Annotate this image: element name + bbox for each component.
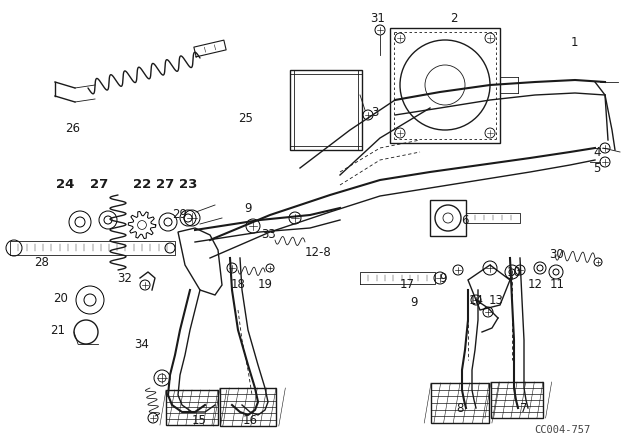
Bar [220, 388, 276, 426]
Bar [430, 200, 466, 236]
Text: 34: 34 [134, 339, 149, 352]
Text: 10: 10 [507, 266, 522, 279]
Text: 29: 29 [173, 208, 188, 221]
Text: 32: 32 [118, 271, 132, 284]
Text: 14: 14 [468, 293, 483, 306]
Bar [390, 28, 500, 143]
Text: 15: 15 [191, 414, 207, 426]
Text: 22: 22 [133, 178, 151, 191]
Text: 1: 1 [570, 35, 578, 48]
Text: 9: 9 [410, 296, 418, 309]
Text: 2: 2 [451, 12, 458, 25]
Text: 7: 7 [520, 401, 528, 414]
Text: 28: 28 [35, 255, 49, 268]
Text: 16: 16 [243, 414, 257, 426]
Bar [166, 390, 218, 425]
Text: 23: 23 [179, 178, 197, 191]
Text: 26: 26 [65, 121, 81, 134]
Text: 12: 12 [527, 279, 543, 292]
Text: 19: 19 [257, 279, 273, 292]
Text: 5: 5 [593, 161, 601, 175]
Text: 30: 30 [550, 249, 564, 262]
Text: 31: 31 [371, 12, 385, 25]
Bar [491, 382, 543, 418]
Text: 18: 18 [230, 279, 245, 292]
Text: 8: 8 [456, 401, 464, 414]
Text: 25: 25 [239, 112, 253, 125]
Text: 9: 9 [244, 202, 252, 215]
Text: CC004-757: CC004-757 [534, 425, 590, 435]
Bar [431, 383, 489, 423]
Text: 11: 11 [550, 279, 564, 292]
Text: 24: 24 [56, 178, 74, 191]
Text: 27: 27 [156, 178, 174, 191]
Text: 33: 33 [262, 228, 276, 241]
Bar [290, 70, 362, 150]
Text: 12-8: 12-8 [305, 246, 332, 259]
Text: 4: 4 [593, 146, 601, 159]
Text: 27: 27 [90, 178, 108, 191]
Text: 13: 13 [488, 293, 504, 306]
Text: 17: 17 [399, 279, 415, 292]
Text: 9: 9 [439, 271, 447, 284]
Text: 21: 21 [51, 323, 65, 336]
Text: 20: 20 [54, 292, 68, 305]
Text: 6: 6 [461, 214, 468, 227]
Text: 3: 3 [371, 105, 379, 119]
